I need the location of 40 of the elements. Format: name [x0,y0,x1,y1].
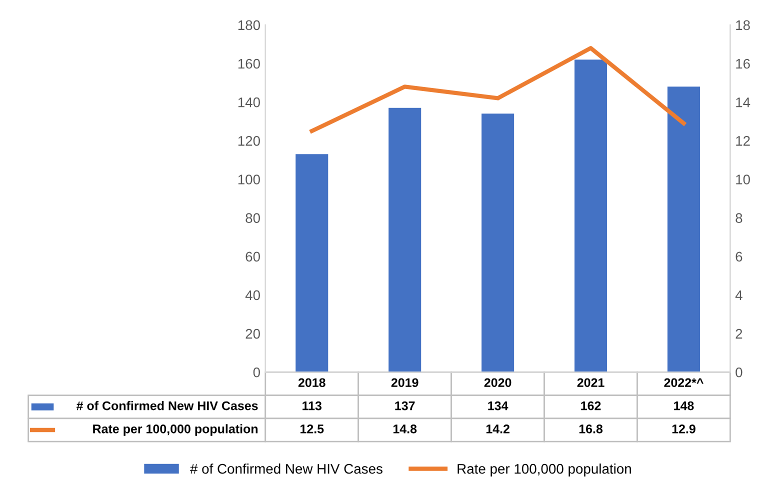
data-label: 148 [674,401,694,410]
y2-tick-label: 4 [735,290,742,300]
x-tick-label: 2019 [391,378,418,388]
y2-tick-label: 14 [736,98,750,108]
y-tick-label: 100 [238,174,260,184]
data-label: 12.5 [300,424,324,434]
y2-tick-label: 6 [736,252,742,262]
y-tick-label: 40 [245,290,260,300]
y2-tick-label: 18 [736,20,750,30]
text: Rate per 100,000 population [93,424,258,436]
y-tick-label: 20 [246,328,260,339]
y-tick-label: 0 [253,367,260,378]
data-label: 134 [488,401,508,410]
y2-tick-label: 12 [736,136,750,146]
y2-tick-label: 16 [736,58,750,69]
legend-label: # of Confirmed New HIV Cases [76,401,258,410]
text: # of Confirmed New HIV Cases [190,464,382,474]
data-label: 137 [395,401,415,410]
y-tick-label: 160 [238,58,260,69]
y2-tick-label: 10 [736,174,750,184]
data-label: 12.9 [672,424,696,434]
x-tick-label: 2018 [298,378,326,388]
y-tick-label: 60 [246,252,260,262]
y2-tick-label: 0 [736,367,742,378]
data-label: 14.2 [486,424,510,434]
y2-tick-label: 2 [736,328,742,339]
data-label: 16.8 [579,424,603,434]
data-label: 162 [581,401,601,410]
data-label: 14.8 [393,424,417,434]
x-tick-label: 2021 [577,378,604,388]
y-tick-label: 120 [238,136,260,146]
data-label: 113 [302,401,322,410]
x-tick-label: 2022*^ [664,378,704,388]
y-tick-label: 140 [238,97,260,108]
legend-label: Rate per 100,000 population [458,464,631,476]
line-series [310,46,686,134]
y-tick-label: 80 [246,213,260,223]
x-tick-label: 2020 [484,378,512,388]
y2-tick-label: 8 [736,213,742,223]
y-tick-label: 180 [238,20,260,30]
